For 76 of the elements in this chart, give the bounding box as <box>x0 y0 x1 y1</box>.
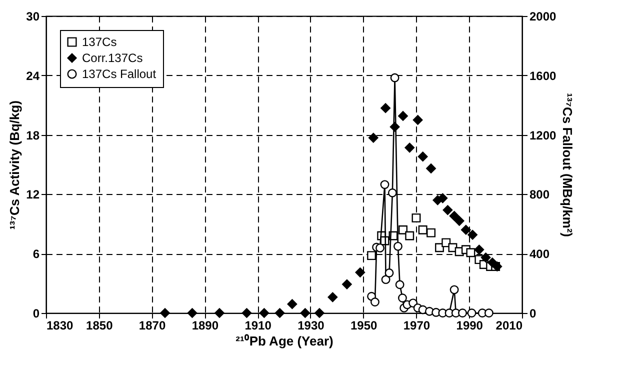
legend-label: 137Cs Fallout <box>82 67 157 81</box>
x-tick-label: 1830 <box>46 318 74 332</box>
y2-tick-label: 1200 <box>530 128 557 142</box>
point <box>242 308 252 318</box>
y-axis-title: ¹³⁷Cs Activity (Bq/kg) <box>7 100 22 230</box>
y2-tick-label: 800 <box>530 188 550 202</box>
x-tick-label: 2010 <box>496 318 523 332</box>
y2-tick-label: 2000 <box>530 10 557 24</box>
y2-tick-label: 1600 <box>530 68 557 83</box>
y-tick-label: 6 <box>32 247 40 262</box>
point <box>380 180 390 190</box>
point <box>395 280 404 290</box>
point <box>398 111 408 121</box>
point <box>328 292 338 302</box>
y-tick-label: 24 <box>26 68 40 83</box>
point <box>404 142 415 153</box>
y-tick-label: 0 <box>32 306 40 320</box>
point <box>376 243 384 252</box>
point <box>394 242 402 251</box>
legend-label: 137Cs <box>82 35 117 49</box>
point <box>438 193 448 204</box>
point <box>355 267 366 278</box>
x-tick-label: 1970 <box>403 318 430 332</box>
point <box>484 308 494 318</box>
y-tick-label: 30 <box>26 10 40 24</box>
point <box>274 308 285 318</box>
point <box>418 152 428 162</box>
point <box>368 132 378 143</box>
point <box>449 211 460 221</box>
point <box>160 308 170 318</box>
point <box>214 308 224 318</box>
x-tick-label: 1870 <box>138 318 166 332</box>
x-tick-label: 1990 <box>456 318 484 332</box>
point <box>466 248 476 258</box>
point <box>418 225 428 234</box>
point <box>412 213 421 222</box>
point <box>468 230 478 240</box>
point <box>426 164 436 174</box>
point <box>442 205 453 215</box>
y2-tick-label: 400 <box>530 247 550 262</box>
x-axis-title: ²¹⁰Pb Age (Year) <box>236 334 334 348</box>
point <box>259 308 270 318</box>
point <box>300 308 310 318</box>
point <box>398 294 407 302</box>
point <box>380 103 390 113</box>
point <box>480 252 491 262</box>
point <box>381 275 390 284</box>
x-tick-label: 1890 <box>192 318 219 332</box>
point <box>398 225 408 234</box>
point <box>467 308 476 318</box>
y-tick-label: 12 <box>26 188 40 202</box>
point <box>454 216 464 226</box>
x-tick-label: 1910 <box>244 318 272 332</box>
point <box>342 279 352 290</box>
y2-axis-title: ¹³⁷Cs Fallout (MBq/km²) <box>560 92 576 238</box>
point <box>458 308 467 318</box>
point <box>426 228 436 238</box>
point <box>370 298 380 306</box>
point <box>450 285 459 294</box>
point <box>474 244 484 255</box>
point <box>367 251 376 260</box>
point <box>461 224 471 235</box>
x-tick-label: 1950 <box>350 318 378 332</box>
point <box>388 188 397 198</box>
point <box>412 115 423 125</box>
x-tick-label: 1850 <box>86 318 114 332</box>
legend-label: Corr.137Cs <box>82 51 143 65</box>
x-tick-label: 1930 <box>298 318 325 332</box>
point <box>390 73 400 82</box>
point <box>287 299 298 310</box>
point <box>314 308 324 318</box>
point <box>187 308 198 318</box>
y2-tick-label: 0 <box>530 306 536 320</box>
point <box>405 231 414 240</box>
y-tick-label: 18 <box>26 128 40 142</box>
point <box>384 268 394 278</box>
